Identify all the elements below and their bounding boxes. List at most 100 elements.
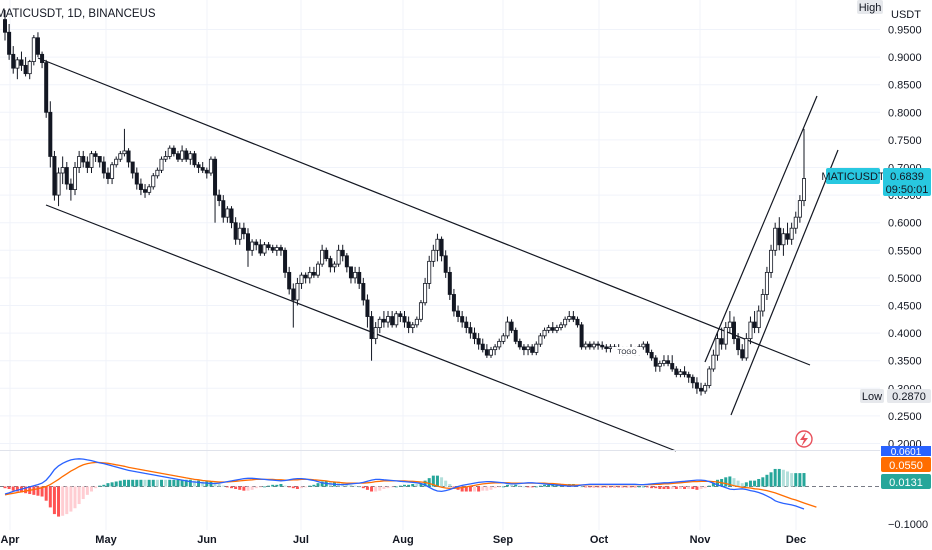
candle[interactable]	[295, 277, 300, 306]
candle[interactable]	[513, 327, 518, 345]
candle[interactable]	[390, 311, 395, 328]
candle[interactable]	[542, 327, 547, 339]
candle[interactable]	[35, 32, 40, 58]
candle[interactable]	[740, 344, 745, 361]
candle[interactable]	[431, 244, 436, 267]
candle[interactable]	[406, 316, 411, 334]
candle[interactable]	[591, 341, 596, 350]
candle[interactable]	[526, 344, 531, 356]
candle[interactable]	[307, 266, 312, 284]
candle[interactable]	[365, 294, 370, 328]
candle[interactable]	[200, 161, 205, 174]
candle[interactable]	[600, 341, 605, 350]
candle[interactable]	[250, 239, 255, 256]
candle[interactable]	[299, 272, 304, 289]
candle[interactable]	[225, 206, 230, 223]
candle[interactable]	[781, 228, 786, 256]
candle[interactable]	[81, 150, 86, 168]
rising-channel-upper-line[interactable]	[704, 95, 818, 363]
candle[interactable]	[52, 150, 57, 201]
candle[interactable]	[604, 344, 609, 353]
candle[interactable]	[423, 277, 428, 306]
candle[interactable]	[649, 349, 654, 361]
candle[interactable]	[344, 253, 349, 273]
candle[interactable]	[793, 211, 798, 234]
candle[interactable]	[217, 189, 222, 207]
candle[interactable]	[789, 222, 794, 245]
candle[interactable]	[118, 150, 123, 162]
candle[interactable]	[579, 322, 584, 350]
candle[interactable]	[752, 311, 757, 334]
candle[interactable]	[398, 311, 403, 323]
candle[interactable]	[213, 156, 218, 223]
candle[interactable]	[546, 324, 551, 334]
candle[interactable]	[670, 355, 675, 372]
candle[interactable]	[159, 156, 164, 174]
candle[interactable]	[184, 148, 189, 162]
candle[interactable]	[262, 242, 267, 256]
candle[interactable]	[661, 355, 666, 367]
candle[interactable]	[320, 244, 325, 267]
candle[interactable]	[484, 344, 489, 358]
candle[interactable]	[336, 244, 341, 267]
candle[interactable]	[283, 247, 288, 278]
candle[interactable]	[678, 368, 683, 378]
candle[interactable]	[538, 333, 543, 347]
candle[interactable]	[731, 316, 736, 345]
symbol-price-tag[interactable]: MATICUSDT 0.6839 09:50:01	[821, 168, 931, 196]
candle[interactable]	[550, 322, 555, 334]
candle[interactable]	[596, 341, 601, 350]
candle[interactable]	[476, 333, 481, 350]
candle[interactable]	[690, 374, 695, 389]
candle[interactable]	[11, 46, 16, 74]
candle[interactable]	[147, 184, 152, 196]
lower-channel-line[interactable]	[45, 204, 677, 452]
candle[interactable]	[501, 333, 506, 345]
candle[interactable]	[151, 173, 156, 190]
candle[interactable]	[204, 167, 209, 179]
candle[interactable]	[394, 311, 399, 328]
candle[interactable]	[192, 150, 197, 168]
candle[interactable]	[221, 195, 226, 223]
candle[interactable]	[155, 167, 160, 179]
candle[interactable]	[723, 322, 728, 350]
candle[interactable]	[138, 178, 143, 196]
candle[interactable]	[163, 150, 168, 162]
candle[interactable]	[167, 145, 172, 160]
candle[interactable]	[497, 338, 502, 350]
candle[interactable]	[110, 161, 115, 185]
candle[interactable]	[439, 236, 444, 262]
candle[interactable]	[773, 222, 778, 256]
candle[interactable]	[719, 327, 724, 350]
candle[interactable]	[517, 338, 522, 350]
candle[interactable]	[245, 228, 250, 267]
candle[interactable]	[686, 371, 691, 383]
candle[interactable]	[505, 316, 510, 339]
candle[interactable]	[316, 261, 321, 278]
candle[interactable]	[645, 341, 650, 356]
candle[interactable]	[386, 311, 391, 328]
candle[interactable]	[180, 145, 185, 162]
candle[interactable]	[456, 305, 461, 323]
candle[interactable]	[703, 382, 708, 394]
candle[interactable]	[188, 150, 193, 165]
candle[interactable]	[233, 217, 238, 245]
candle[interactable]	[19, 51, 24, 71]
candle[interactable]	[40, 51, 45, 69]
candle[interactable]	[559, 322, 564, 331]
candle[interactable]	[410, 322, 415, 334]
candle[interactable]	[266, 242, 271, 251]
candle[interactable]	[48, 101, 53, 168]
candle[interactable]	[254, 239, 259, 251]
candle[interactable]	[744, 333, 749, 361]
candle[interactable]	[427, 255, 432, 289]
candle[interactable]	[60, 156, 65, 185]
candle[interactable]	[56, 167, 61, 207]
candle[interactable]	[373, 322, 378, 345]
candle[interactable]	[134, 167, 139, 190]
candle[interactable]	[77, 150, 82, 174]
candle[interactable]	[727, 311, 732, 334]
candle[interactable]	[361, 277, 366, 306]
candle[interactable]	[270, 244, 275, 254]
